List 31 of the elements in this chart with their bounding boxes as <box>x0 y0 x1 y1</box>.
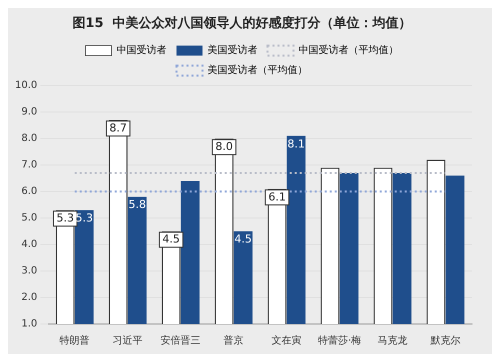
y-tick-label: 4.0 <box>21 239 38 250</box>
x-tick-label: 特蕾莎·梅 <box>318 334 362 347</box>
data-label: 5.8 <box>128 198 146 212</box>
data-label: 8.7 <box>109 121 127 134</box>
data-label: 4.5 <box>234 232 252 246</box>
data-label: 4.5 <box>162 232 180 246</box>
legend-label: 美国受访者（平均值） <box>208 64 308 76</box>
x-tick-label: 习近平 <box>112 334 143 347</box>
y-tick-label: 6.0 <box>21 186 38 198</box>
y-tick-label: 8.0 <box>21 133 38 144</box>
data-label: 8.0 <box>215 140 233 153</box>
x-tick-label: 文在寅 <box>272 334 302 347</box>
x-tick-label: 普京 <box>224 334 244 347</box>
data-label: 5.3 <box>56 211 74 224</box>
x-tick-label: 安倍晋三 <box>160 334 201 347</box>
x-tick-label: 特朗普 <box>60 334 90 347</box>
x-tick-label: 马克龙 <box>378 334 408 347</box>
y-tick-label: 10.0 <box>15 80 38 92</box>
y-tick-label: 5.0 <box>21 212 38 224</box>
data-label: 6.1 <box>268 190 286 204</box>
legend-label: 美国受访者 <box>208 44 258 56</box>
y-tick-label: 7.0 <box>21 160 38 171</box>
legend-label: 中国受访者（平均值） <box>298 44 398 56</box>
y-tick-label: 2.0 <box>21 292 38 304</box>
y-tick-label: 1.0 <box>21 318 38 330</box>
x-tick-label: 默克尔 <box>430 334 461 347</box>
chart-title: 图15 中美公众对八国领导人的好感度打分（单位：均值） <box>72 15 412 32</box>
data-label: 8.1 <box>287 137 305 150</box>
y-tick-label: 3.0 <box>21 266 38 277</box>
y-tick-label: 9.0 <box>21 106 38 118</box>
legend-label: 中国受访者 <box>116 44 166 56</box>
